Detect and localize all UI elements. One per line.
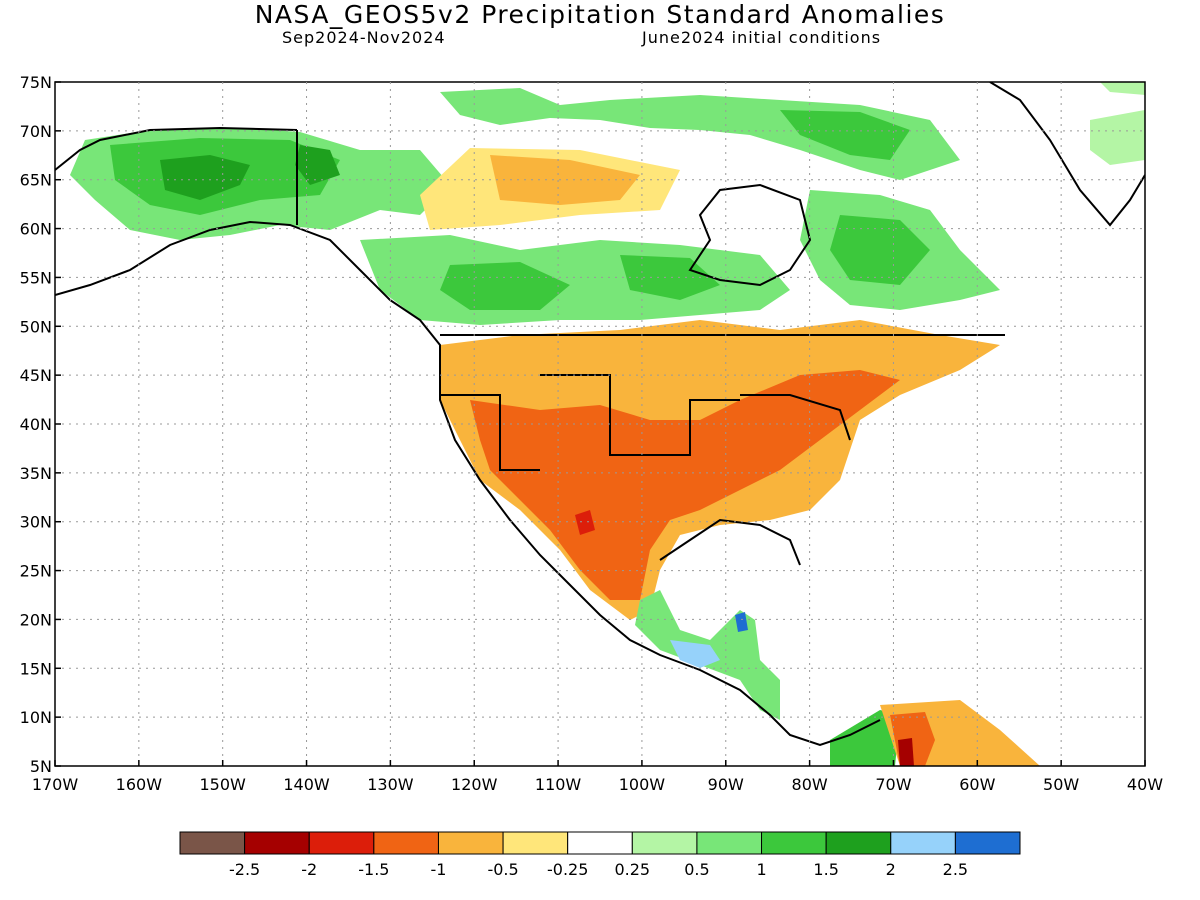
colorbar-swatch (244, 831, 310, 855)
arctic-wet-region (440, 88, 960, 180)
colorbar-swatch (696, 831, 763, 855)
colorbar-swatch (761, 831, 827, 855)
longitude-axis: 170W 160W 150W 140W 130W 120W 110W 100W 90W 80W 70… (32, 760, 1163, 794)
colorbar-swatch (437, 831, 504, 855)
lat-tick-label: 10N (20, 708, 52, 727)
colorbar-swatch (567, 831, 633, 855)
colorbar-swatch (631, 831, 698, 855)
northern-canada-dry-core (490, 155, 640, 205)
colorbar-swatch (502, 831, 569, 855)
lon-tick-label: 60W (959, 775, 995, 794)
initial-conditions: June2024 initial conditions (642, 28, 882, 47)
colorbar: -2.5 -2 -1.5 -1 -0.5 -0.25 0.25 0.5 1 1.5 2 2.5 (179, 831, 1021, 879)
lat-tick-label: 70N (20, 122, 52, 141)
colorbar-label: -0.25 (547, 860, 588, 879)
colorbar-label: 2.5 (943, 860, 968, 879)
lat-tick-label: 20N (20, 610, 52, 629)
lon-tick-label: 170W (32, 775, 79, 794)
anomaly-field (70, 82, 1145, 766)
lon-tick-label: 110W (535, 775, 582, 794)
latitude-axis: 75N 70N 65N 60N 55N 50N 45N 40N 35N 30N 25N 20N 15N 1… (20, 73, 61, 776)
lon-tick-label: 130W (367, 775, 414, 794)
lat-tick-label: 50N (20, 317, 52, 336)
lon-tick-label: 120W (451, 775, 498, 794)
yucatan-extreme-wet (735, 612, 748, 632)
lat-tick-label: 30N (20, 513, 52, 532)
lon-tick-label: 150W (200, 775, 247, 794)
lon-tick-label: 40W (1127, 775, 1163, 794)
conus-dry-core (470, 370, 900, 600)
lon-tick-label: 160W (116, 775, 163, 794)
chart-title: NASA_GEOS5v2 Precipitation Standard Anom… (254, 0, 946, 29)
lat-tick-label: 60N (20, 220, 52, 239)
colorbar-label: 0.5 (684, 860, 709, 879)
colorbar-swatch (308, 831, 375, 855)
lon-tick-label: 140W (283, 775, 330, 794)
lat-tick-label: 45N (20, 366, 52, 385)
colorbar-label: -2.5 (229, 860, 260, 879)
colorbar-swatch (373, 831, 439, 855)
coastlines (55, 82, 1145, 747)
lat-tick-label: 75N (20, 73, 52, 92)
lat-tick-label: 15N (20, 659, 52, 678)
quebec-wet-core (830, 215, 930, 285)
colorbar-label: 1.5 (813, 860, 838, 879)
colorbar-swatch (954, 831, 1021, 855)
colorbar-label: -0.5 (487, 860, 518, 879)
alaska-wet-peak (160, 145, 340, 200)
lat-tick-label: 5N (30, 757, 52, 776)
colombia-wet-region (830, 710, 900, 766)
lat-tick-label: 40N (20, 415, 52, 434)
texas-dry-peak (575, 510, 595, 535)
colorbar-label: 0.25 (614, 860, 650, 879)
greenland-wet-region (1090, 82, 1145, 165)
lon-tick-label: 90W (708, 775, 744, 794)
lon-tick-label: 50W (1043, 775, 1079, 794)
colorbar-label: -1 (430, 860, 446, 879)
colorbar-swatch (890, 831, 956, 855)
colorbar-swatch (179, 831, 246, 855)
colorbar-label: 2 (886, 860, 896, 879)
forecast-period: Sep2024-Nov2024 (282, 28, 446, 47)
central-canada-wet-core (440, 255, 720, 310)
lat-tick-label: 65N (20, 171, 52, 190)
central-america-very-wet (670, 640, 720, 668)
lat-tick-label: 55N (20, 268, 52, 287)
lat-tick-label: 35N (20, 464, 52, 483)
lat-tick-label: 25N (20, 562, 52, 581)
gridlines (55, 82, 1145, 766)
colorbar-label: -2 (301, 860, 317, 879)
lon-tick-label: 80W (792, 775, 828, 794)
arctic-wet-core (780, 110, 910, 160)
colorbar-label: -1.5 (358, 860, 389, 879)
lon-tick-label: 70W (875, 775, 911, 794)
colorbar-label: 1 (756, 860, 766, 879)
colorbar-swatch (825, 831, 892, 855)
venezuela-dry-peak (898, 738, 914, 766)
lon-tick-label: 100W (619, 775, 666, 794)
